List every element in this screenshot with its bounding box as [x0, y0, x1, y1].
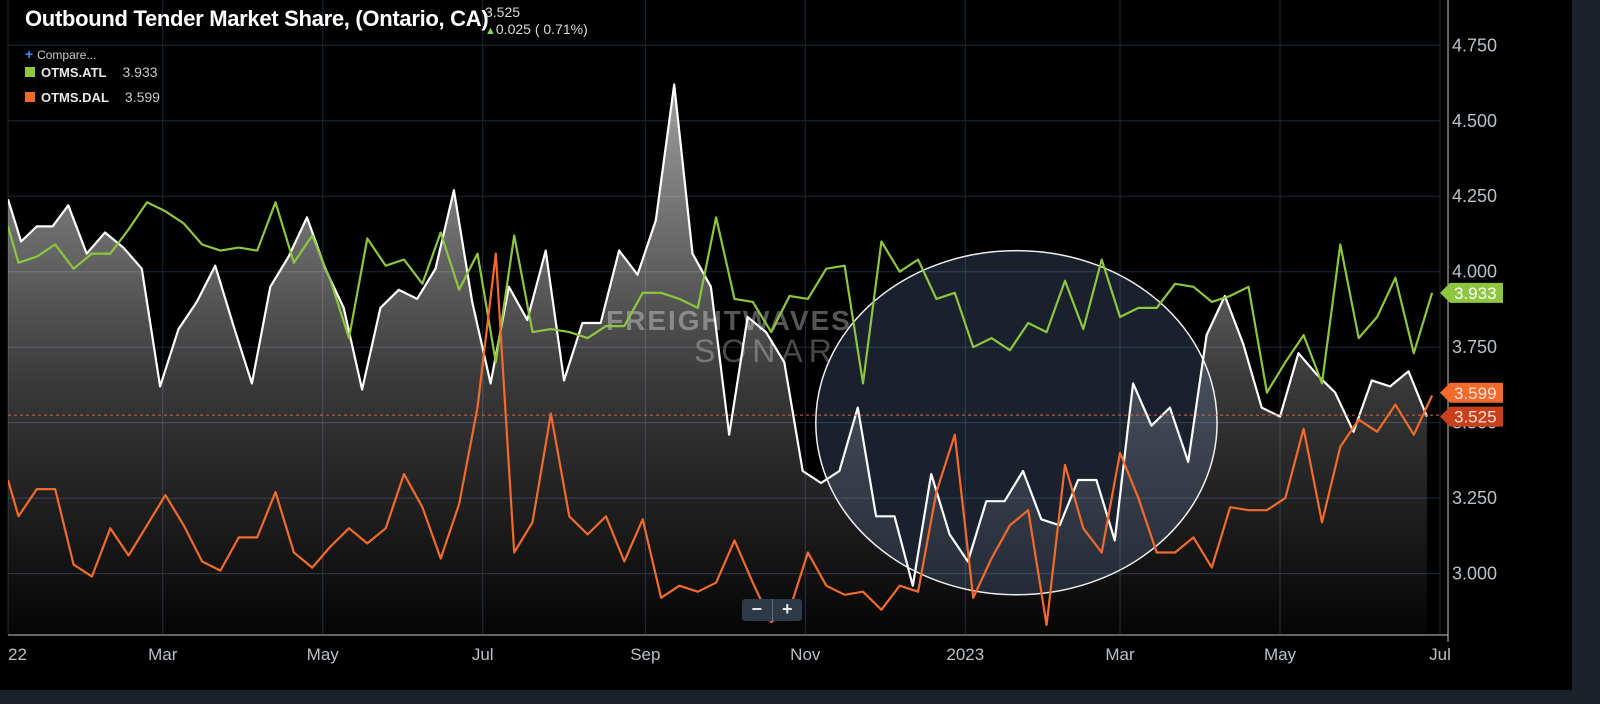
last-value-tag-1: 3.933 [1440, 282, 1503, 303]
x-tick-label: May [1264, 645, 1297, 664]
y-tick-label: 3.000 [1452, 564, 1497, 584]
last-value-tags: 3.525 3.933 3.599 [1440, 282, 1503, 427]
zoom-in-button[interactable]: + [771, 599, 803, 621]
plus-icon: + [25, 46, 38, 62]
series-line-0 [8, 83, 1428, 587]
last-value-tag-2: 3.599 [1440, 382, 1503, 403]
x-tick-label: Mar [148, 645, 178, 664]
y-tick-label: 3.750 [1452, 337, 1497, 357]
area-fill [8, 84, 1427, 634]
series-area-0 [8, 84, 1427, 634]
x-tick-label: Mar [1105, 645, 1135, 664]
tag-label-2: 3.599 [1454, 384, 1497, 403]
x-tick-label: Nov [790, 645, 821, 664]
legend-value-dal: 3.599 [124, 89, 160, 105]
series-line-1 [8, 201, 1434, 394]
legend-name-dal: OTMS.DAL [41, 89, 109, 105]
x-tick-label: May [307, 645, 340, 664]
y-tick-label: 4.000 [1452, 262, 1497, 282]
zoom-control: − + [742, 599, 802, 621]
legend-name-atl: OTMS.ATL [41, 64, 107, 80]
last-value: 3.525 [485, 4, 521, 20]
highlight-ellipse [815, 249, 1218, 596]
up-arrow-icon: ▲ [485, 25, 496, 37]
y-tick-label: 3.250 [1452, 488, 1497, 508]
tag-shape-1 [1440, 282, 1503, 303]
compare-button[interactable]: + Compare... [25, 46, 96, 62]
zoom-out-button[interactable]: − [751, 599, 762, 619]
legend-swatch-dal [25, 92, 35, 102]
y-tick-label: 4.500 [1452, 111, 1497, 131]
series-line-2 [8, 252, 1434, 626]
change-value: ▲0.025 ( 0.71%) [485, 21, 588, 37]
x-tick-label: Jul [1429, 645, 1451, 664]
highlight-ellipse-shape [815, 249, 1218, 596]
tag-shape-0 [1440, 406, 1503, 427]
chart-header: Outbound Tender Market Share, (Ontario, … [25, 6, 489, 32]
legend-item-atl[interactable]: OTMS.ATL 3.933 [25, 64, 158, 80]
x-tick-label: 2023 [946, 645, 984, 664]
series-lines [8, 83, 1434, 626]
chart-title: Outbound Tender Market Share, (Ontario, … [25, 6, 489, 31]
legend-swatch-atl [25, 67, 35, 77]
y-tick-label: 4.750 [1452, 35, 1497, 55]
legend-item-dal[interactable]: OTMS.DAL 3.599 [25, 89, 160, 105]
x-tick-label: Sep [630, 645, 660, 664]
compare-label: Compare... [37, 48, 97, 62]
y-tick-label: 4.250 [1452, 186, 1497, 206]
tag-label-1: 3.933 [1454, 284, 1497, 303]
change-text: 0.025 ( 0.71%) [495, 21, 588, 37]
last-value-tag-0: 3.525 [1440, 406, 1503, 427]
tag-label-0: 3.525 [1454, 408, 1497, 427]
x-tick-label: 22 [8, 645, 27, 664]
tag-shape-2 [1440, 382, 1503, 403]
legend-value-atl: 3.933 [122, 64, 158, 80]
x-tick-label: Jul [472, 645, 494, 664]
